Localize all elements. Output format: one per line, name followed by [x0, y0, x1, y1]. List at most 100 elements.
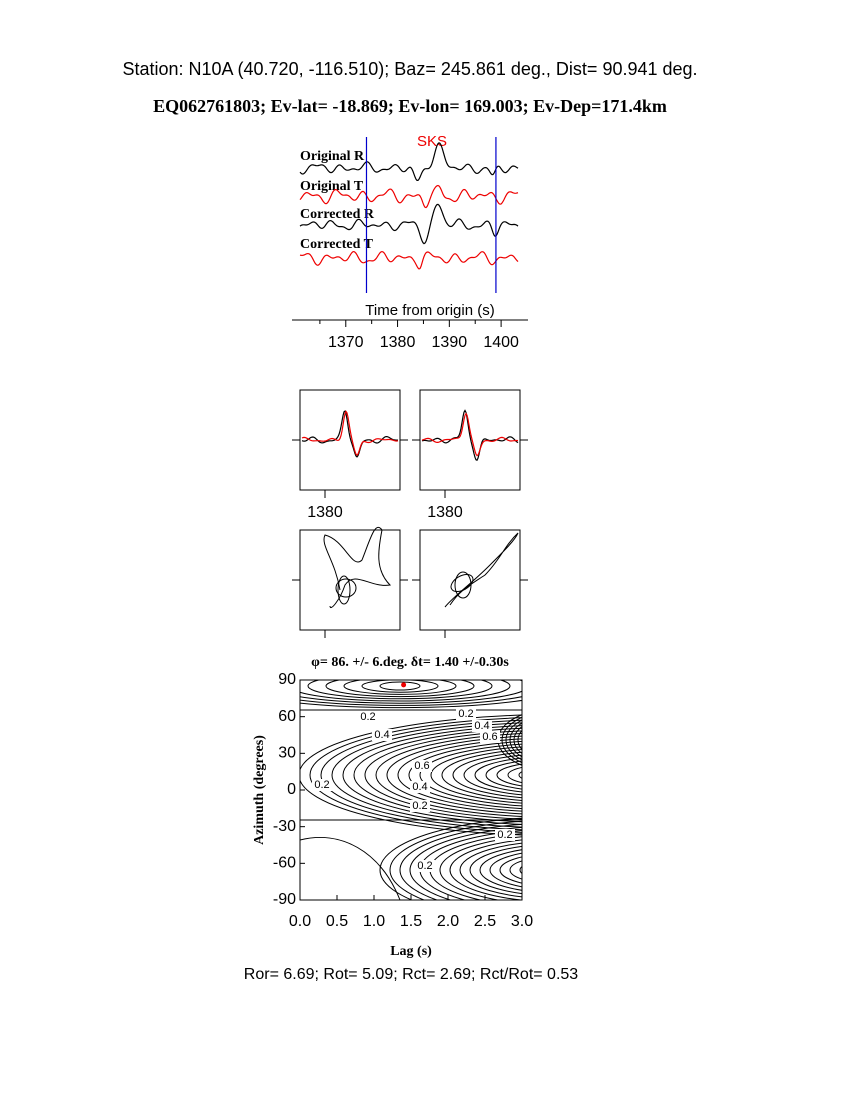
particle-loop — [337, 575, 351, 605]
contour-line — [509, 860, 522, 880]
contour-label: 0.4 — [374, 729, 389, 741]
contour-line — [463, 754, 522, 796]
contour-line — [361, 680, 439, 693]
contour-line — [300, 680, 511, 702]
contour-line — [530, 724, 590, 756]
contour-line — [479, 849, 522, 891]
contour-line — [375, 733, 522, 817]
contour-line — [353, 727, 522, 823]
contour-line — [389, 820, 522, 900]
contour-line — [542, 730, 578, 750]
contour-line — [517, 729, 522, 751]
contour-line — [530, 862, 590, 878]
x-tick-label: 3.0 — [511, 913, 533, 930]
contour-line — [408, 741, 522, 809]
contour-label: 0.2 — [314, 779, 329, 791]
contour-line — [538, 728, 582, 752]
contour-line — [441, 749, 522, 801]
contour-line — [430, 746, 522, 804]
particle-loop — [335, 578, 357, 598]
contour-line — [379, 681, 421, 691]
label-bg — [472, 720, 492, 732]
label-bg — [495, 829, 515, 841]
trace — [299, 250, 519, 270]
particle-motion — [444, 532, 519, 608]
trace — [301, 410, 399, 456]
trace — [301, 410, 398, 458]
contour-line — [530, 769, 590, 781]
particle-path — [444, 532, 519, 608]
contour-line — [300, 699, 522, 709]
label-bg — [372, 729, 392, 741]
label-bg — [456, 708, 476, 720]
trace-label: Original R — [300, 149, 365, 164]
contour-line — [331, 722, 522, 828]
contour-line — [489, 852, 522, 888]
contour-line — [309, 717, 522, 833]
y-tick-label: 0 — [287, 781, 296, 798]
contour-line — [518, 771, 522, 779]
contour-line — [521, 736, 522, 744]
contour-line — [449, 839, 522, 900]
x-tick-label: 0.0 — [289, 913, 311, 930]
contour-line — [509, 722, 522, 758]
label-bg — [480, 731, 500, 743]
particle-loop — [450, 573, 474, 593]
contour-line — [534, 726, 586, 754]
contour-line — [501, 716, 522, 764]
contour-title: φ= 86. +/- 6.deg. δt= 1.40 +/-0.30s — [311, 655, 509, 670]
y-tick-label: -60 — [273, 855, 296, 872]
contour-line — [452, 751, 522, 799]
contour-line — [300, 680, 522, 704]
x-axis-label: Time from origin (s) — [365, 302, 494, 319]
contours — [300, 680, 590, 900]
trace — [421, 412, 519, 457]
contour-label: 0.2 — [497, 829, 512, 841]
contour-line — [343, 680, 457, 695]
contour-line — [409, 826, 522, 900]
contour-line — [419, 743, 522, 807]
contour-line — [429, 833, 522, 900]
contour-label: 0.2 — [412, 800, 427, 812]
contour-line — [320, 719, 522, 831]
x-tick-label: 1.0 — [363, 913, 385, 930]
x-tick-label: 0.5 — [326, 913, 348, 930]
footer-stats: Ror= 6.69; Rot= 5.09; Rct= 2.69; Rct/Rot… — [244, 966, 579, 983]
x-tick-label: 1.5 — [400, 913, 422, 930]
y-tick-label: 60 — [278, 708, 296, 725]
best-fit-point — [401, 682, 407, 688]
label-bg — [410, 781, 430, 793]
contour-label: 0.2 — [458, 708, 473, 720]
x-axis-label: Lag (s) — [390, 944, 432, 959]
x-tick-label: 1380 — [307, 504, 343, 521]
y-tick-label: -30 — [273, 818, 296, 835]
trace — [299, 203, 519, 245]
label-bg — [358, 711, 378, 723]
contour-line — [546, 732, 574, 748]
station-header: Station: N10A (40.720, -116.510); Baz= 2… — [122, 59, 697, 79]
x-tick-label: 1380 — [380, 334, 416, 351]
contour-line — [519, 865, 522, 875]
x-tick-label: 2.0 — [437, 913, 459, 930]
contour-line — [550, 734, 570, 746]
contour-line — [469, 845, 522, 895]
contour-line — [439, 836, 522, 900]
contour-line — [474, 757, 522, 793]
contour-label: 0.4 — [412, 781, 427, 793]
x-tick-label: 1390 — [432, 334, 468, 351]
contour-label: 0.6 — [482, 731, 497, 743]
contour-line — [307, 680, 493, 700]
y-tick-label: 90 — [278, 671, 296, 688]
contour-line — [325, 680, 475, 698]
particle-path — [323, 527, 392, 608]
trace — [299, 184, 519, 209]
phase-label: SKS — [417, 133, 447, 150]
label-bg — [415, 860, 435, 872]
label-bg — [412, 760, 432, 772]
contour-line — [386, 735, 522, 815]
contour-label: 0.2 — [360, 711, 375, 723]
contour-line — [300, 709, 522, 900]
contour-label: 0.6 — [414, 760, 429, 772]
particle-motion — [323, 527, 392, 608]
x-tick-label: 1370 — [328, 334, 364, 351]
